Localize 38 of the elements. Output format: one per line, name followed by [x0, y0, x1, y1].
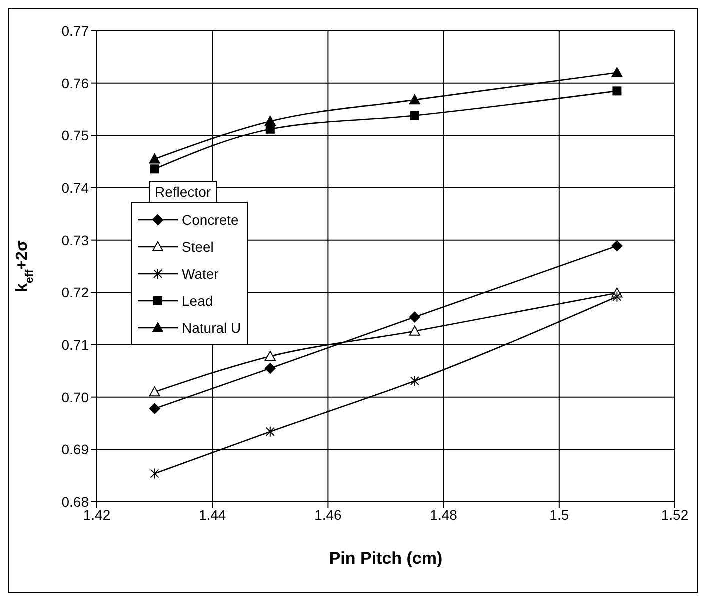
y-tick-label: 0.69 — [62, 442, 90, 458]
point — [264, 116, 276, 126]
legend-label: Lead — [182, 292, 214, 308]
y-tick-label: 0.70 — [62, 389, 90, 406]
point — [150, 468, 160, 480]
point — [409, 312, 420, 323]
point — [409, 94, 420, 105]
point — [149, 154, 160, 164]
point — [410, 376, 420, 387]
legend-label: Natural U — [182, 320, 242, 336]
y-tick-label: 0.77 — [62, 22, 90, 39]
legend-label: Water — [182, 266, 219, 282]
legend-label: Steel — [182, 238, 214, 254]
point — [612, 240, 623, 252]
point — [149, 386, 160, 397]
y-tick-label: 0.72 — [62, 284, 90, 301]
x-axis-title: Pin Pitch (cm) — [329, 549, 443, 568]
x-tick-label: 1.48 — [430, 506, 458, 523]
y-tick-label: 0.71 — [62, 336, 90, 353]
point — [149, 403, 160, 414]
y-tick-label: 0.73 — [62, 232, 90, 248]
legend-label: Concrete — [182, 212, 239, 228]
legend-title: Reflector — [149, 181, 218, 203]
x-tick-label: 1.5 — [550, 506, 570, 523]
point — [150, 164, 160, 174]
point — [612, 86, 622, 96]
point — [612, 67, 623, 78]
point — [264, 351, 276, 362]
x-tick-label: 1.52 — [661, 506, 689, 523]
x-tick-label: 1.44 — [198, 506, 226, 523]
x-tick-label: 1.46 — [314, 506, 342, 523]
point — [264, 363, 276, 374]
point — [266, 426, 275, 438]
y-tick-label: 0.76 — [62, 75, 90, 92]
point — [410, 111, 420, 120]
point — [409, 326, 420, 336]
y-tick-label: 0.74 — [62, 180, 90, 196]
y-tick-label: 0.75 — [62, 128, 90, 144]
